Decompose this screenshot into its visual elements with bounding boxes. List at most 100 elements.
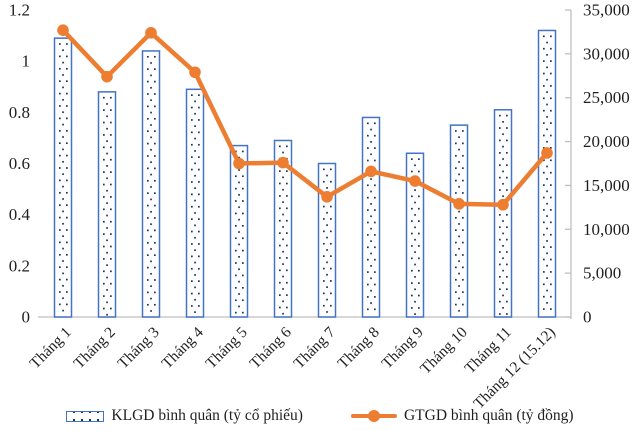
- bar-dot: [499, 226, 501, 229]
- bar-dot: [147, 291, 149, 294]
- bar-dot: [455, 179, 457, 182]
- bar-dot: [543, 97, 545, 100]
- bar-dot: [455, 241, 457, 244]
- bar-dot: [235, 274, 237, 277]
- bar-dot: [502, 244, 504, 247]
- bar-dot: [458, 235, 460, 238]
- bar-dot: [455, 192, 457, 194]
- bar-dot: [546, 91, 548, 93]
- bar-dot: [550, 233, 552, 236]
- bar-dot: [550, 271, 552, 273]
- bar-dot: [198, 218, 200, 221]
- bar-dot: [147, 217, 149, 219]
- bar-dot: [191, 168, 193, 171]
- bar-dot: [330, 205, 332, 208]
- bar-dot: [103, 307, 105, 310]
- bar-dot: [499, 151, 501, 154]
- bar-dot: [279, 269, 281, 272]
- bar-dot: [103, 245, 105, 248]
- bar-dot: [282, 238, 284, 241]
- bar-dot: [235, 187, 237, 190]
- bar-dot: [66, 43, 68, 45]
- bar-dot: [238, 181, 240, 184]
- bar-dot: [238, 169, 240, 171]
- bar-dot: [150, 260, 152, 263]
- bar-dot: [326, 249, 328, 251]
- bar-dot: [62, 148, 64, 151]
- bar-dot: [286, 281, 288, 284]
- bar-dot: [411, 220, 413, 222]
- bar-dot: [414, 164, 416, 167]
- bar-dot: [502, 182, 504, 185]
- bar-dot: [110, 183, 112, 186]
- bar-dot: [194, 286, 196, 289]
- bar: [537, 29, 557, 318]
- bar-dot: [458, 297, 460, 300]
- bar-dot: [367, 196, 369, 199]
- bar-dot: [238, 206, 240, 209]
- bar-dot: [374, 196, 376, 199]
- bar-dot: [103, 295, 105, 297]
- bar-dot: [326, 261, 328, 264]
- bar-dot: [150, 235, 152, 238]
- bar-dot: [235, 262, 237, 264]
- bar-dot: [411, 307, 413, 309]
- legend-label-gtgd: GTGD bình quân (tỷ đồng): [403, 407, 574, 424]
- bar-dot: [154, 68, 156, 71]
- bar-dot: [506, 114, 508, 117]
- bar-dot: [106, 251, 108, 254]
- bar-dot: [154, 117, 156, 120]
- bar-dot: [367, 283, 369, 286]
- bar-dot: [59, 241, 61, 244]
- bar-dot: [191, 119, 193, 121]
- bar-dot: [550, 221, 552, 224]
- x-axis-category-label: Tháng 12 (15.12): [470, 324, 558, 412]
- bar-dot: [194, 187, 196, 190]
- bar-dot: [323, 205, 325, 208]
- bar-dot: [326, 224, 328, 226]
- bar-dot: [370, 178, 372, 180]
- bar-dot: [326, 286, 328, 288]
- bar-dot: [546, 128, 548, 131]
- right-axis-tick-label: 15,000: [583, 176, 630, 195]
- bar-dot: [323, 242, 325, 245]
- bar-dot: [194, 150, 196, 152]
- bar-dot: [235, 150, 237, 153]
- right-axis-tick-label: 0: [583, 308, 592, 327]
- bar-dot: [326, 298, 328, 301]
- bar-dot: [326, 236, 328, 239]
- bar-dot: [235, 224, 237, 227]
- bar-dot: [238, 231, 240, 233]
- bar-dot: [411, 294, 413, 297]
- bar-dot: [367, 134, 369, 137]
- bar-dot: [506, 263, 508, 266]
- bar-dot: [458, 173, 460, 176]
- bar-dot: [66, 204, 68, 207]
- bar-dot: [110, 245, 112, 248]
- bar-dot: [502, 158, 504, 160]
- bar-dot: [418, 307, 420, 309]
- bar-dot: [370, 227, 372, 230]
- bar-dot: [550, 35, 552, 38]
- bar-dot: [543, 159, 545, 162]
- bar-dot: [546, 302, 548, 304]
- bar-dot: [59, 117, 61, 120]
- bar-dot: [462, 167, 464, 170]
- bar-dot: [543, 233, 545, 236]
- bar-dot: [499, 251, 501, 253]
- gtgd-line-marker: [277, 156, 289, 169]
- bar-dot: [411, 282, 413, 284]
- bar-dot: [367, 308, 369, 311]
- bar-dot: [323, 280, 325, 282]
- bar-dot: [550, 109, 552, 112]
- bar-dot: [154, 229, 156, 232]
- bar-dot: [550, 134, 552, 137]
- bar-dot: [66, 191, 68, 194]
- bar-dot: [367, 234, 369, 236]
- bar-dot: [59, 303, 61, 306]
- bar-dot: [462, 303, 464, 306]
- bar-dot: [59, 291, 61, 293]
- bar-dot: [418, 245, 420, 247]
- bar-dot: [62, 61, 64, 64]
- gtgd-line: [60, 27, 550, 207]
